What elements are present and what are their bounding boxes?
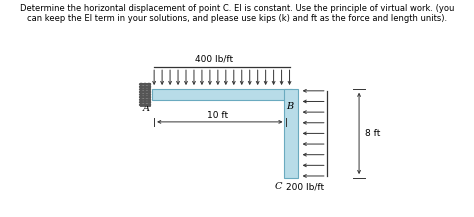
Circle shape (147, 96, 151, 98)
Circle shape (144, 96, 146, 98)
Circle shape (139, 91, 143, 93)
Text: 200 lb/ft: 200 lb/ft (286, 182, 324, 191)
Circle shape (144, 104, 146, 106)
Circle shape (144, 99, 146, 100)
Text: 400 lb/ft: 400 lb/ft (195, 54, 233, 63)
Circle shape (144, 101, 146, 103)
Text: B: B (286, 102, 293, 110)
Circle shape (139, 96, 143, 98)
Bar (140, 83, 150, 106)
Circle shape (144, 94, 146, 95)
Circle shape (139, 99, 143, 100)
Circle shape (144, 89, 146, 90)
Circle shape (147, 89, 151, 90)
Text: 10 ft: 10 ft (207, 111, 228, 120)
Circle shape (139, 101, 143, 103)
Circle shape (139, 104, 143, 106)
Text: 8 ft: 8 ft (365, 129, 381, 138)
Circle shape (147, 91, 151, 93)
Circle shape (147, 86, 151, 88)
Circle shape (139, 83, 143, 85)
Circle shape (147, 83, 151, 85)
Circle shape (147, 94, 151, 95)
Text: C: C (275, 182, 283, 191)
Circle shape (147, 99, 151, 100)
Circle shape (139, 94, 143, 95)
Text: Determine the horizontal displacement of point C. EI is constant. Use the princi: Determine the horizontal displacement of… (20, 3, 454, 23)
Bar (284, 89, 299, 178)
Text: A: A (143, 104, 150, 113)
Circle shape (147, 101, 151, 103)
Circle shape (139, 89, 143, 90)
Circle shape (147, 104, 151, 106)
Circle shape (144, 83, 146, 85)
Bar (152, 89, 292, 100)
Circle shape (144, 86, 146, 88)
Circle shape (139, 86, 143, 88)
Circle shape (144, 91, 146, 93)
